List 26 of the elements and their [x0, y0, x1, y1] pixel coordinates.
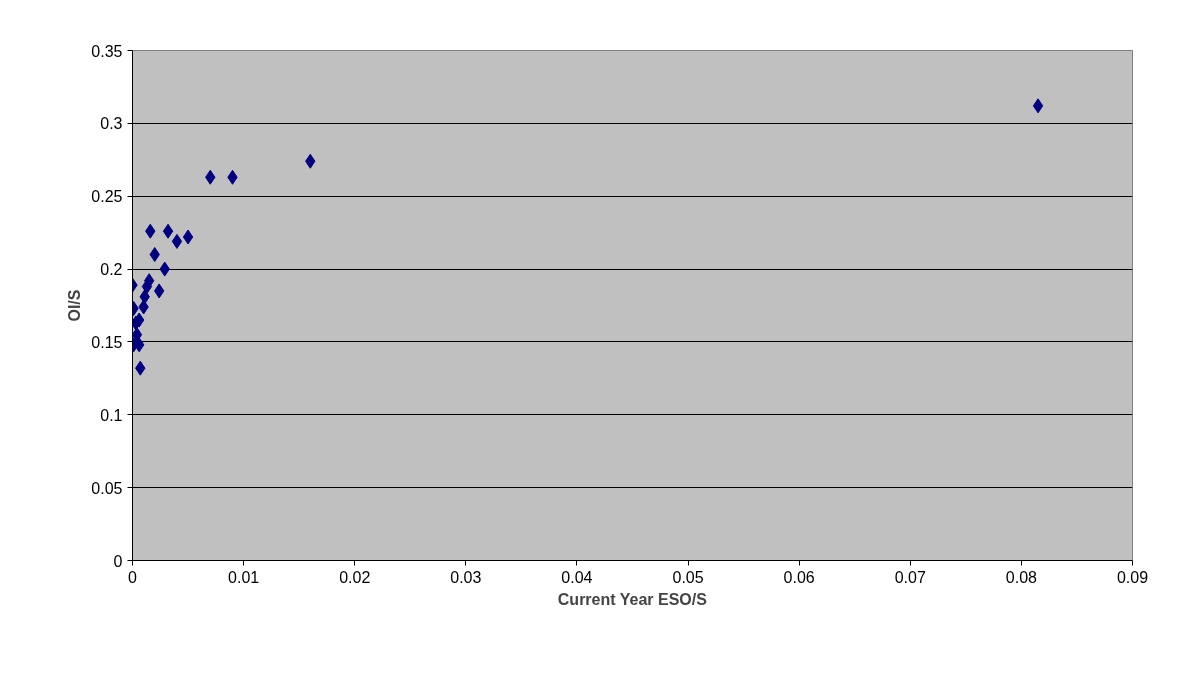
point	[1032, 98, 1044, 114]
y-tick-label: 0.15	[91, 333, 123, 351]
x-tick-label: 0	[128, 568, 138, 586]
x-tick-label: 0.01	[228, 568, 260, 586]
x-tick-label: 0.08	[1005, 568, 1038, 586]
point	[149, 247, 160, 262]
x-axis-title: Current Year ESO/S	[557, 590, 708, 608]
y-tick-label: 0.2	[100, 261, 123, 279]
x-tick-label: 0.03	[450, 568, 482, 586]
y-tick-label: 0.05	[91, 479, 123, 497]
y-tick-label: 0.1	[100, 406, 123, 424]
y-tick-label: 0.35	[91, 42, 123, 60]
point	[141, 279, 153, 295]
x-tick-label: 0.09	[1116, 568, 1149, 586]
x-tick-label: 0.02	[339, 568, 371, 586]
point	[162, 223, 174, 239]
y-tick-label: 0	[113, 552, 123, 570]
y-tick-label: 0.3	[100, 115, 123, 133]
point	[182, 229, 194, 245]
x-tick-label: 0.05	[672, 568, 704, 586]
point	[171, 233, 183, 249]
y-tick-label: 0.25	[91, 188, 123, 206]
x-tick-label: 0.07	[894, 568, 926, 586]
x-tick-label: 0.06	[783, 568, 815, 586]
y-axis-title: OI/S	[66, 289, 84, 322]
x-tick-label: 0.04	[561, 568, 593, 586]
